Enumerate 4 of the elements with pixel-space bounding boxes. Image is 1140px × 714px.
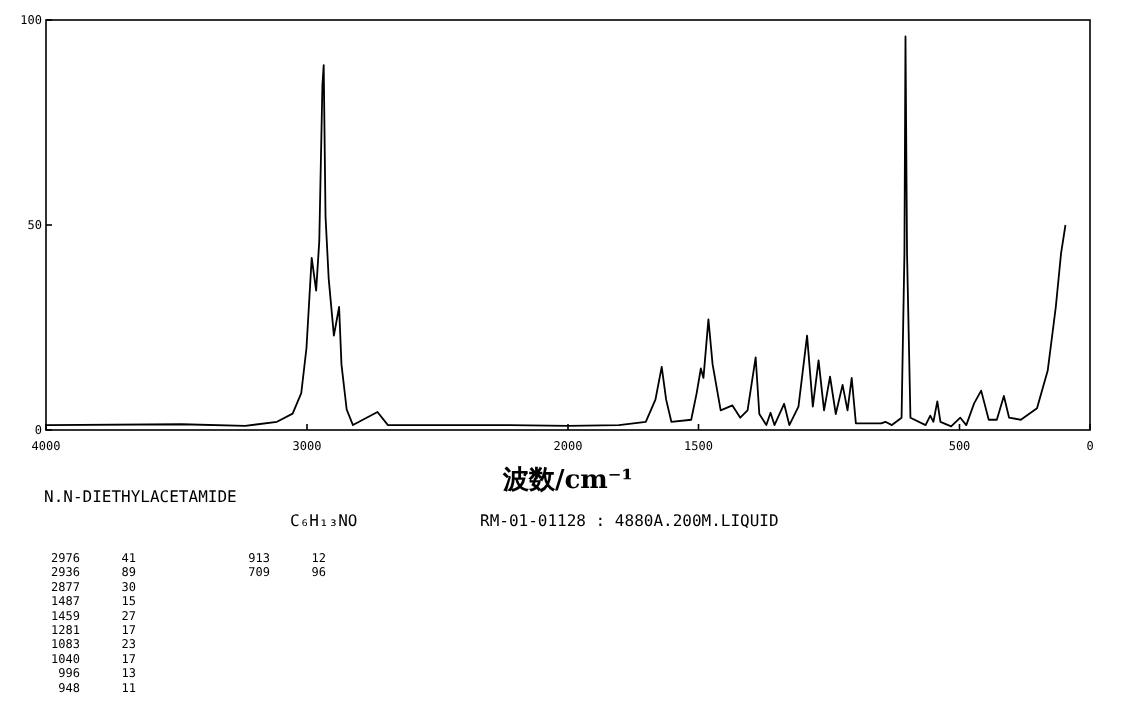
text: C₆H₁₃NO bbox=[290, 512, 358, 530]
text: RM-01-01128 : 4880A.200M.LIQUID bbox=[480, 512, 779, 530]
text: N.N-DIETHYLACETAMIDE bbox=[44, 488, 238, 506]
x-axis-title: 波数/cm⁻¹ bbox=[501, 466, 633, 496]
